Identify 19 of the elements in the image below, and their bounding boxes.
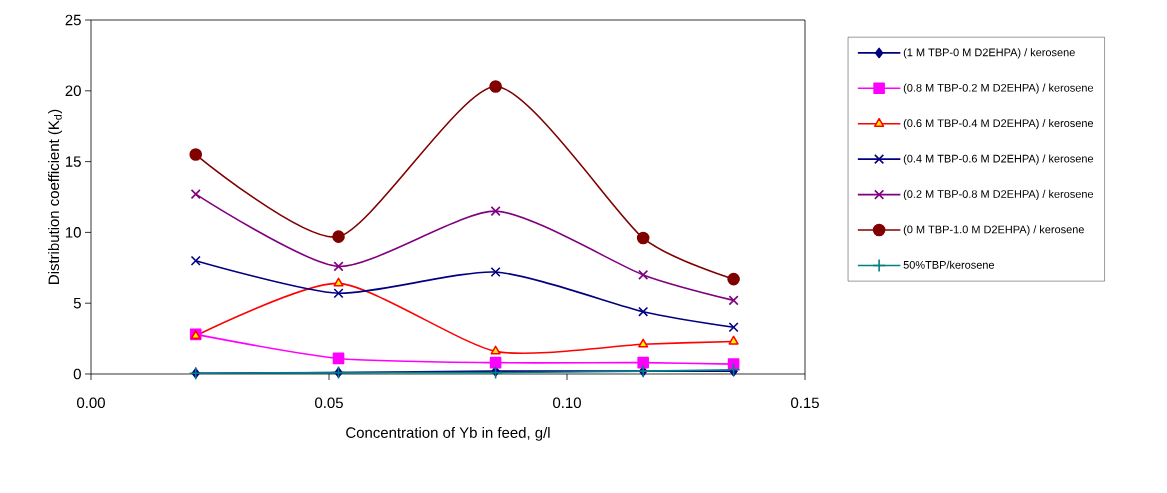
y-tick-label: 15 xyxy=(66,156,81,167)
x-tick-label: 0.10 xyxy=(553,397,581,409)
x-axis-title: Concentration of Yb in feed, g/l xyxy=(346,426,550,441)
legend-label: (1 M TBP-0 M D2EHPA) / kerosene xyxy=(903,48,1075,59)
y-tick-label: 20 xyxy=(65,85,81,97)
legend-label: 50%TBP/kerosene xyxy=(903,260,995,269)
legend-label: (0.6 M TBP-0.4 M D2EHPA) / kerosene xyxy=(903,119,1094,130)
y-tick-label: 5 xyxy=(73,297,81,309)
legend-label: (0.8 M TBP-0.2 M D2EHPA) / kerosene xyxy=(903,83,1094,94)
y-tick-label: 10 xyxy=(66,227,81,238)
y-tick-label: 0 xyxy=(73,368,81,380)
x-tick-label: 0.00 xyxy=(77,397,105,409)
y-tick-label: 25 xyxy=(65,14,81,26)
legend-label: (0.2 M TBP-0.8 M D2EHPA) / kerosene xyxy=(903,189,1094,201)
legend-label: (0 M TBP-1.0 M D2EHPA) / kerosene xyxy=(903,225,1084,236)
legend-label: (0.4 M TBP-0.6 M D2EHPA) / kerosene xyxy=(903,154,1094,165)
x-tick-label: 0.15 xyxy=(791,397,819,409)
y-axis-title: Distribution coefficient (K$_{d}$) xyxy=(48,109,63,284)
x-tick-label: 0.05 xyxy=(315,397,343,409)
